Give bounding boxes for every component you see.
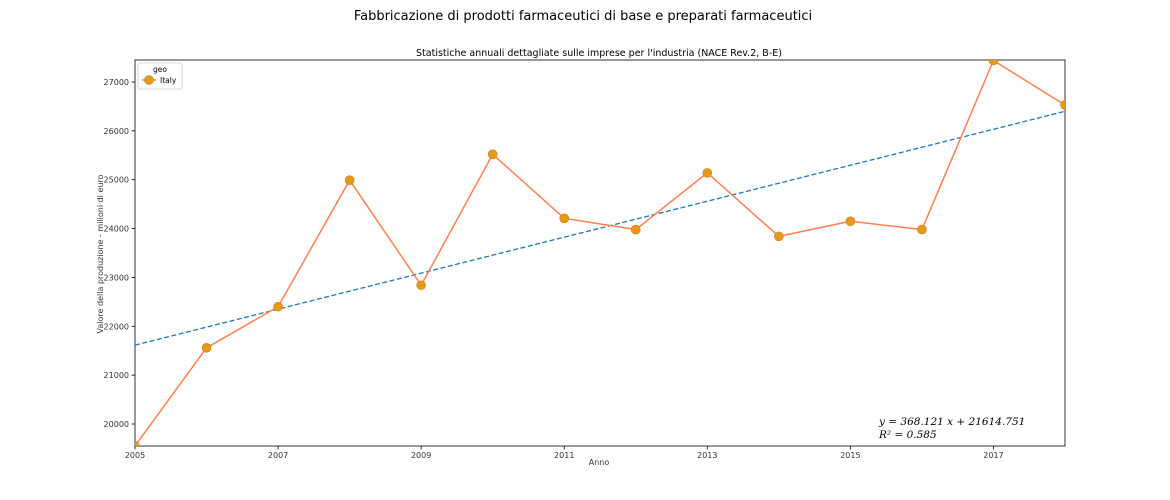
data-point — [774, 231, 784, 242]
data-point — [988, 60, 999, 66]
y-tick-label: 26000 — [104, 127, 129, 136]
x-tick-label: 2009 — [411, 451, 431, 460]
x-tick-label: 2015 — [840, 451, 860, 460]
y-tick-label: 21000 — [104, 371, 129, 380]
y-tick-label: 20000 — [104, 420, 129, 429]
data-point — [702, 168, 713, 178]
x-tick-label: 2017 — [983, 451, 1003, 460]
data-point — [487, 149, 498, 160]
data-point — [559, 213, 570, 224]
x-axis-label: Anno — [589, 458, 610, 467]
data-point — [344, 175, 355, 185]
y-tick-label: 23000 — [104, 273, 129, 282]
figure-title: Fabbricazione di prodotti farmaceutici d… — [354, 9, 812, 24]
legend-label: Italy — [160, 76, 177, 85]
data-point — [1060, 100, 1065, 110]
data-point — [630, 224, 641, 235]
x-tick-label: 2005 — [125, 451, 145, 460]
x-tick-label: 2007 — [268, 451, 288, 460]
x-tick-label: 2011 — [554, 451, 574, 460]
data-point — [201, 342, 212, 353]
trend-line — [135, 110, 1065, 346]
trend-equation: y = 368.121 x + 21614.751 — [878, 416, 1025, 428]
legend-title: geo — [153, 65, 167, 74]
data-point — [917, 224, 927, 235]
data-point — [416, 280, 426, 291]
data-point — [135, 441, 140, 446]
trend-r-squared: R² = 0.585 — [878, 429, 937, 441]
plot-title: Statistiche annuali dettagliate sulle im… — [416, 48, 782, 59]
series-line-italy — [135, 60, 1065, 446]
y-tick-label: 27000 — [104, 78, 129, 87]
y-tick-label: 22000 — [104, 322, 129, 331]
y-tick-label: 24000 — [104, 225, 129, 234]
legend-marker — [144, 75, 154, 85]
plot-frame — [134, 59, 1066, 447]
plot-area: 2005 2007 2009 2011 2013 2015 2017 20000 21000 22… — [104, 59, 1066, 460]
x-tick-label: 2013 — [697, 451, 717, 460]
y-tick-label: 25000 — [104, 176, 129, 185]
data-point — [845, 216, 856, 227]
data-point — [273, 301, 283, 312]
y-axis-label: Valore della produzione - milioni di eur… — [96, 174, 105, 333]
